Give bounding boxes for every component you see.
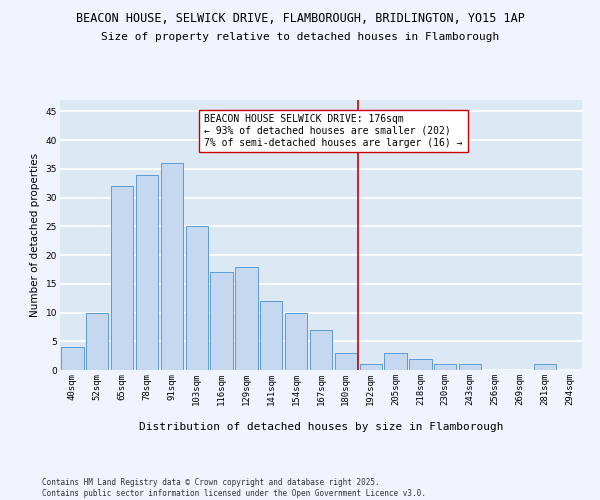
Bar [235, 266, 257, 370]
Bar [136, 174, 158, 370]
Bar [161, 163, 183, 370]
Bar [211, 272, 233, 370]
Text: Distribution of detached houses by size in Flamborough: Distribution of detached houses by size … [139, 422, 503, 432]
Bar [335, 353, 357, 370]
Bar [260, 301, 283, 370]
Bar [459, 364, 481, 370]
Y-axis label: Number of detached properties: Number of detached properties [30, 153, 40, 317]
Text: Size of property relative to detached houses in Flamborough: Size of property relative to detached ho… [101, 32, 499, 42]
Bar [185, 226, 208, 370]
Text: Contains HM Land Registry data © Crown copyright and database right 2025.
Contai: Contains HM Land Registry data © Crown c… [42, 478, 426, 498]
Bar [359, 364, 382, 370]
Bar [385, 353, 407, 370]
Text: BEACON HOUSE SELWICK DRIVE: 176sqm
← 93% of detached houses are smaller (202)
7%: BEACON HOUSE SELWICK DRIVE: 176sqm ← 93%… [204, 114, 463, 148]
Bar [310, 330, 332, 370]
Bar [111, 186, 133, 370]
Bar [285, 312, 307, 370]
Bar [533, 364, 556, 370]
Bar [434, 364, 457, 370]
Bar [61, 347, 83, 370]
Text: BEACON HOUSE, SELWICK DRIVE, FLAMBOROUGH, BRIDLINGTON, YO15 1AP: BEACON HOUSE, SELWICK DRIVE, FLAMBOROUGH… [76, 12, 524, 26]
Bar [409, 358, 431, 370]
Bar [86, 312, 109, 370]
